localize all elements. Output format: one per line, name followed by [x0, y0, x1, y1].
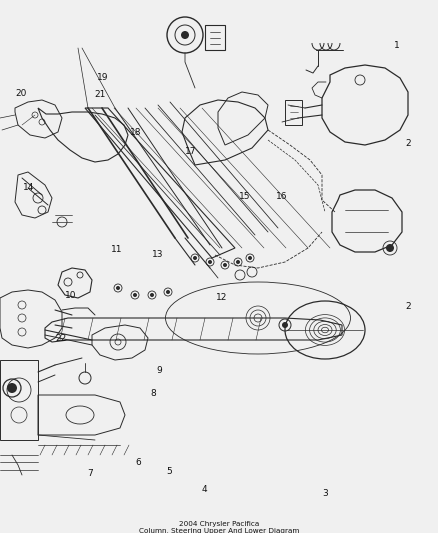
- Circle shape: [150, 293, 154, 297]
- Text: 14: 14: [23, 183, 34, 192]
- Text: 2: 2: [405, 302, 410, 311]
- Text: 22: 22: [55, 334, 66, 343]
- Circle shape: [193, 256, 197, 260]
- Circle shape: [133, 293, 137, 297]
- Circle shape: [166, 290, 170, 294]
- Circle shape: [7, 383, 17, 393]
- Text: 6: 6: [135, 458, 141, 467]
- Text: 20: 20: [15, 89, 27, 98]
- Text: 18: 18: [129, 128, 141, 136]
- Text: 19: 19: [97, 73, 109, 82]
- Circle shape: [236, 260, 240, 264]
- Text: 12: 12: [215, 293, 227, 302]
- Text: 9: 9: [155, 366, 162, 375]
- Text: 15: 15: [239, 192, 250, 200]
- Circle shape: [385, 244, 393, 252]
- Circle shape: [208, 260, 212, 264]
- Text: 13: 13: [152, 251, 163, 259]
- Text: 4: 4: [201, 485, 206, 494]
- Circle shape: [116, 286, 120, 290]
- Text: 8: 8: [149, 389, 155, 398]
- Text: 17: 17: [185, 148, 196, 156]
- Text: 3: 3: [321, 489, 327, 497]
- Circle shape: [281, 322, 287, 328]
- Text: 2: 2: [405, 140, 410, 148]
- Text: 7: 7: [87, 469, 93, 478]
- Text: 1: 1: [393, 41, 399, 50]
- Circle shape: [247, 256, 251, 260]
- Text: 10: 10: [64, 292, 76, 300]
- Text: 16: 16: [276, 192, 287, 200]
- Circle shape: [223, 263, 226, 267]
- Text: 21: 21: [94, 91, 106, 99]
- Text: 5: 5: [166, 467, 172, 476]
- Circle shape: [180, 31, 189, 39]
- Text: 11: 11: [110, 245, 122, 254]
- Text: 2004 Chrysler Pacifica
Column, Steering Upper And Lower Diagram: 2004 Chrysler Pacifica Column, Steering …: [139, 521, 299, 533]
